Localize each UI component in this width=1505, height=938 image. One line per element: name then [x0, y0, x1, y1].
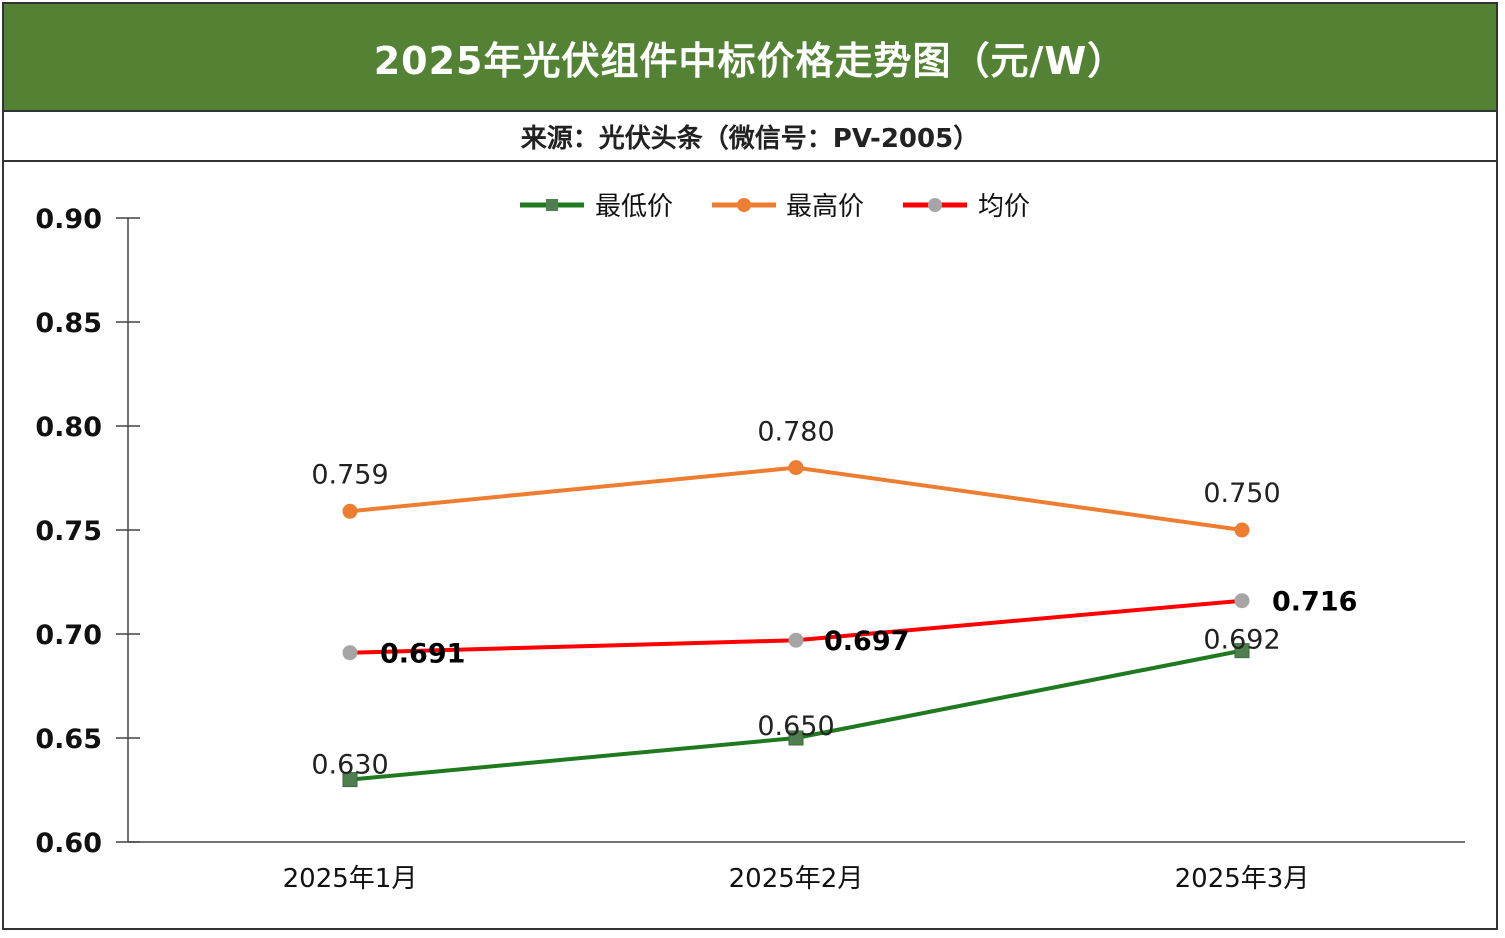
data-point — [342, 645, 358, 661]
data-point — [788, 730, 804, 746]
data-point — [342, 503, 358, 519]
axes: 0.60 0.65 0.70 0.75 0.80 0.85 0.90 2025年1月 2025年… — [35, 204, 1465, 894]
data-label: 0.650 — [757, 711, 834, 742]
y-tick-label: 0.70 — [35, 620, 102, 651]
chart-title: 2025年光伏组件中标价格走势图（元/W） — [4, 4, 1496, 112]
y-tick-label: 0.60 — [35, 828, 102, 859]
legend-label: 均价 — [978, 192, 1030, 222]
data-label: 0.630 — [311, 750, 388, 781]
data-label: 0.697 — [824, 626, 909, 657]
legend-marker — [737, 198, 751, 212]
data-point — [788, 632, 804, 648]
legend-label: 最低价 — [595, 192, 673, 222]
legend: 最低价 最高价 均价 — [520, 192, 1030, 222]
y-tick-label: 0.80 — [35, 412, 102, 443]
x-tick-label: 2025年1月 — [283, 864, 418, 894]
data-point — [1234, 522, 1250, 538]
data-label: 0.692 — [1203, 625, 1280, 656]
chart-source: 来源：光伏头条（微信号：PV-2005） — [4, 112, 1496, 162]
legend-marker — [928, 198, 942, 212]
series-line — [349, 465, 1243, 532]
data-label: 0.691 — [380, 639, 465, 670]
y-tick-label: 0.75 — [35, 516, 102, 547]
data-point — [342, 772, 358, 788]
data-label: 0.750 — [1203, 478, 1280, 509]
x-tick-label: 2025年3月 — [1175, 864, 1310, 894]
data-point — [1234, 593, 1250, 609]
data-label: 0.780 — [757, 417, 834, 448]
data-label: 0.716 — [1272, 587, 1357, 618]
data-point — [788, 460, 804, 476]
y-tick-label: 0.90 — [35, 204, 102, 235]
data-point — [1234, 643, 1250, 659]
series-group — [342, 460, 1250, 788]
y-tick-label: 0.85 — [35, 308, 102, 339]
legend-marker — [546, 199, 558, 211]
legend-label: 最高价 — [786, 192, 864, 222]
data-labels: 0.630 0.650 0.692 0.759 0.780 0.750 0.691 0.697… — [311, 417, 1357, 781]
data-label: 0.759 — [311, 459, 388, 490]
x-tick-label: 2025年2月 — [729, 864, 864, 894]
y-tick-label: 0.65 — [35, 724, 102, 755]
